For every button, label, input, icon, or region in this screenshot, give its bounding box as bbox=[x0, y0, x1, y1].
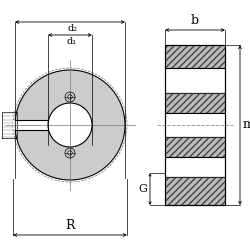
Bar bbox=[165, 137, 225, 157]
Bar bbox=[165, 177, 225, 205]
Polygon shape bbox=[13, 120, 48, 130]
Bar bbox=[165, 45, 225, 68]
Bar bbox=[165, 68, 225, 93]
Circle shape bbox=[68, 95, 72, 99]
Bar bbox=[165, 113, 225, 137]
Text: d₂: d₂ bbox=[67, 24, 77, 33]
Text: R: R bbox=[65, 219, 75, 232]
Text: G: G bbox=[138, 184, 147, 194]
Bar bbox=[165, 93, 225, 113]
Bar bbox=[165, 137, 225, 157]
Text: b: b bbox=[191, 14, 199, 27]
Circle shape bbox=[65, 92, 75, 102]
Bar bbox=[165, 157, 225, 177]
Text: m: m bbox=[243, 118, 250, 132]
Circle shape bbox=[15, 70, 125, 180]
Bar bbox=[165, 177, 225, 205]
Circle shape bbox=[65, 148, 75, 158]
Text: d₁: d₁ bbox=[67, 37, 77, 46]
Circle shape bbox=[48, 103, 92, 147]
Bar bbox=[165, 45, 225, 68]
Circle shape bbox=[68, 151, 72, 155]
Bar bbox=[165, 93, 225, 113]
